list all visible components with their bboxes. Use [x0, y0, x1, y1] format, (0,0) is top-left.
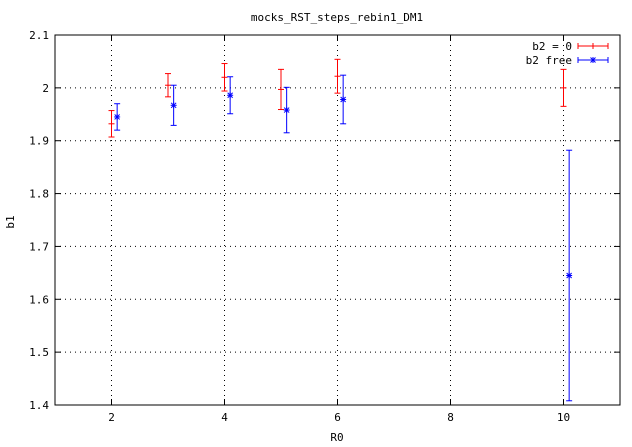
- data-point: [221, 74, 228, 81]
- y-tick-label: 2.1: [29, 29, 49, 42]
- y-tick-label: 1.8: [29, 188, 49, 201]
- x-axis-label: R0: [330, 431, 343, 444]
- plot-data: [108, 58, 573, 402]
- data-point: [334, 73, 341, 80]
- data-point: [108, 120, 115, 127]
- legend-marker: [590, 57, 596, 63]
- y-tick-label: 1.9: [29, 135, 49, 148]
- data-point: [560, 84, 567, 91]
- data-point: [170, 102, 177, 109]
- data-point: [114, 113, 121, 120]
- data-point: [340, 96, 347, 103]
- data-point: [283, 107, 290, 114]
- legend-label: b2 = 0: [532, 40, 572, 53]
- legend-label: b2 free: [526, 54, 572, 67]
- y-tick-label: 1.7: [29, 240, 49, 253]
- legend: b2 = 0b2 free: [526, 40, 609, 67]
- y-tick-label: 1.5: [29, 346, 49, 359]
- x-tick-label: 2: [108, 411, 115, 424]
- chart-title: mocks_RST_steps_rebin1_DM1: [251, 11, 423, 24]
- x-tick-label: 4: [221, 411, 228, 424]
- x-tick-label: 10: [557, 411, 570, 424]
- data-point: [566, 272, 573, 279]
- x-tick-label: 8: [447, 411, 454, 424]
- x-tick-label: 6: [334, 411, 341, 424]
- grid: [55, 35, 620, 405]
- series-2: [114, 74, 573, 402]
- y-tick-label: 1.4: [29, 399, 49, 412]
- y-tick-label: 1.6: [29, 293, 49, 306]
- data-point: [278, 86, 284, 93]
- legend-marker: [590, 43, 596, 49]
- y-axis-label: b1: [4, 215, 17, 228]
- series-1: [108, 58, 567, 138]
- axis-ticks: 2 4 6 8 10 1.4 1.5 1.6 1.7 1.8 1.9 2 2.1: [29, 29, 620, 424]
- data-point: [165, 82, 171, 89]
- y-tick-label: 2: [42, 82, 49, 95]
- data-point: [227, 92, 234, 99]
